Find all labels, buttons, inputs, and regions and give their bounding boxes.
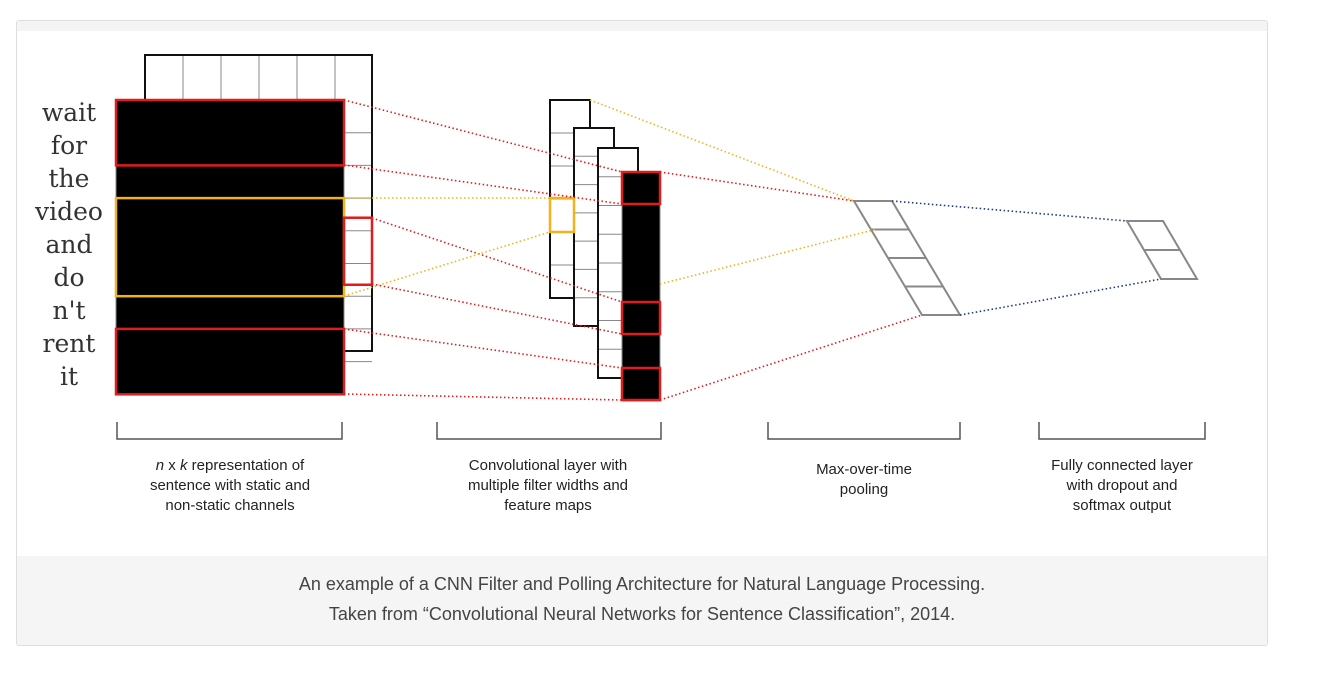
fmap-red-1: [620, 170, 662, 206]
section-0-line-1: sentence with static and: [150, 477, 310, 494]
section-2-line-1: pooling: [840, 481, 888, 498]
word-3: video: [34, 197, 103, 226]
section-3-line-1: with dropout and: [1066, 477, 1178, 494]
fmap-red-2: [620, 300, 662, 336]
section-0-line-2: non-static channels: [165, 497, 294, 514]
link-blue-1: [891, 200, 1128, 222]
link-red-d: [371, 283, 623, 335]
word-7: rent: [43, 329, 96, 358]
section-brackets: [116, 422, 1206, 440]
section-0-line-0-part-1: x: [164, 457, 180, 474]
link-red-pool-1: [659, 171, 855, 202]
section-3-line-0: Fully connected layer: [1051, 457, 1193, 474]
section-3-line-1-part-0: with dropout and: [1066, 477, 1178, 494]
fmap-red-3: [620, 366, 662, 402]
caption-line-2: Taken from “Convolutional Neural Network…: [328, 604, 956, 624]
word-6: n't: [52, 296, 85, 325]
section-0-line-0-part-3: representation of: [187, 457, 305, 474]
word-5: do: [53, 263, 84, 292]
link-blue-2: [959, 278, 1162, 316]
section-2-line-0: Max-over-time: [816, 461, 912, 478]
sentence-words: wait for the video and do n't rent it: [34, 98, 103, 391]
connection-lines: [343, 99, 1162, 401]
section-3-line-0-part-0: Fully connected layer: [1051, 457, 1193, 474]
bracket-2: [767, 422, 961, 440]
word-4: and: [45, 230, 92, 259]
section-0-line-0: n x k representation of: [156, 457, 305, 474]
fully-connected-output: [1125, 220, 1199, 280]
sentence-matrix: [114, 54, 374, 396]
link-yellow-b: [343, 231, 551, 297]
link-red-f: [343, 393, 623, 401]
caption-line-1: An example of a CNN Filter and Polling A…: [298, 574, 986, 594]
section-1-line-2: feature maps: [504, 497, 592, 514]
link-yellow-pool-1: [589, 99, 855, 202]
filter-red-back: [342, 216, 374, 287]
section-1-line-1-part-0: multiple filter widths and: [468, 477, 628, 494]
fmap-yellow: [548, 196, 576, 234]
figure: wait for the video and do n't rent it n x k repr…: [16, 20, 1268, 646]
section-2-line-0-part-0: Max-over-time: [816, 461, 912, 478]
bracket-3: [1038, 422, 1206, 440]
convolution-feature-maps: [548, 99, 662, 402]
section-0-line-1-part-0: sentence with static and: [150, 477, 310, 494]
section-3-line-2: softmax output: [1073, 497, 1172, 514]
word-1: for: [51, 131, 87, 160]
bracket-1: [436, 422, 662, 440]
max-pooling-vector: [852, 200, 962, 316]
filter-red-bottom: [114, 327, 346, 396]
section-0-line-0-part-2: k: [180, 457, 189, 474]
section-1-line-0: Convolutional layer with: [469, 457, 627, 474]
word-8: it: [60, 362, 78, 391]
section-1-line-0-part-0: Convolutional layer with: [469, 457, 627, 474]
front-channel-border: [115, 99, 345, 395]
section-0-line-2-part-0: non-static channels: [165, 497, 294, 514]
word-2: the: [49, 164, 90, 193]
figure-caption: An example of a CNN Filter and Polling A…: [17, 556, 1267, 645]
section-labels: n x k representation of sentence with sta…: [150, 457, 1193, 514]
bracket-0: [116, 422, 343, 440]
feature-map-front-border: [621, 171, 661, 402]
section-3-line-2-part-0: softmax output: [1073, 497, 1172, 514]
link-red-pool-2: [659, 314, 923, 401]
section-0-line-0-part-0: n: [156, 457, 164, 474]
section-2-line-1-part-0: pooling: [840, 481, 888, 498]
word-0: wait: [42, 98, 96, 127]
link-yellow-pool-2: [659, 228, 878, 285]
link-red-b: [343, 164, 623, 205]
filter-red-top: [114, 98, 346, 167]
cnn-architecture-diagram: wait for the video and do n't rent it n x k repr…: [34, 54, 1206, 514]
section-1-line-1: multiple filter widths and: [468, 477, 628, 494]
link-red-e: [343, 328, 623, 369]
figure-top-bar: [17, 21, 1267, 31]
section-1-line-2-part-0: feature maps: [504, 497, 592, 514]
